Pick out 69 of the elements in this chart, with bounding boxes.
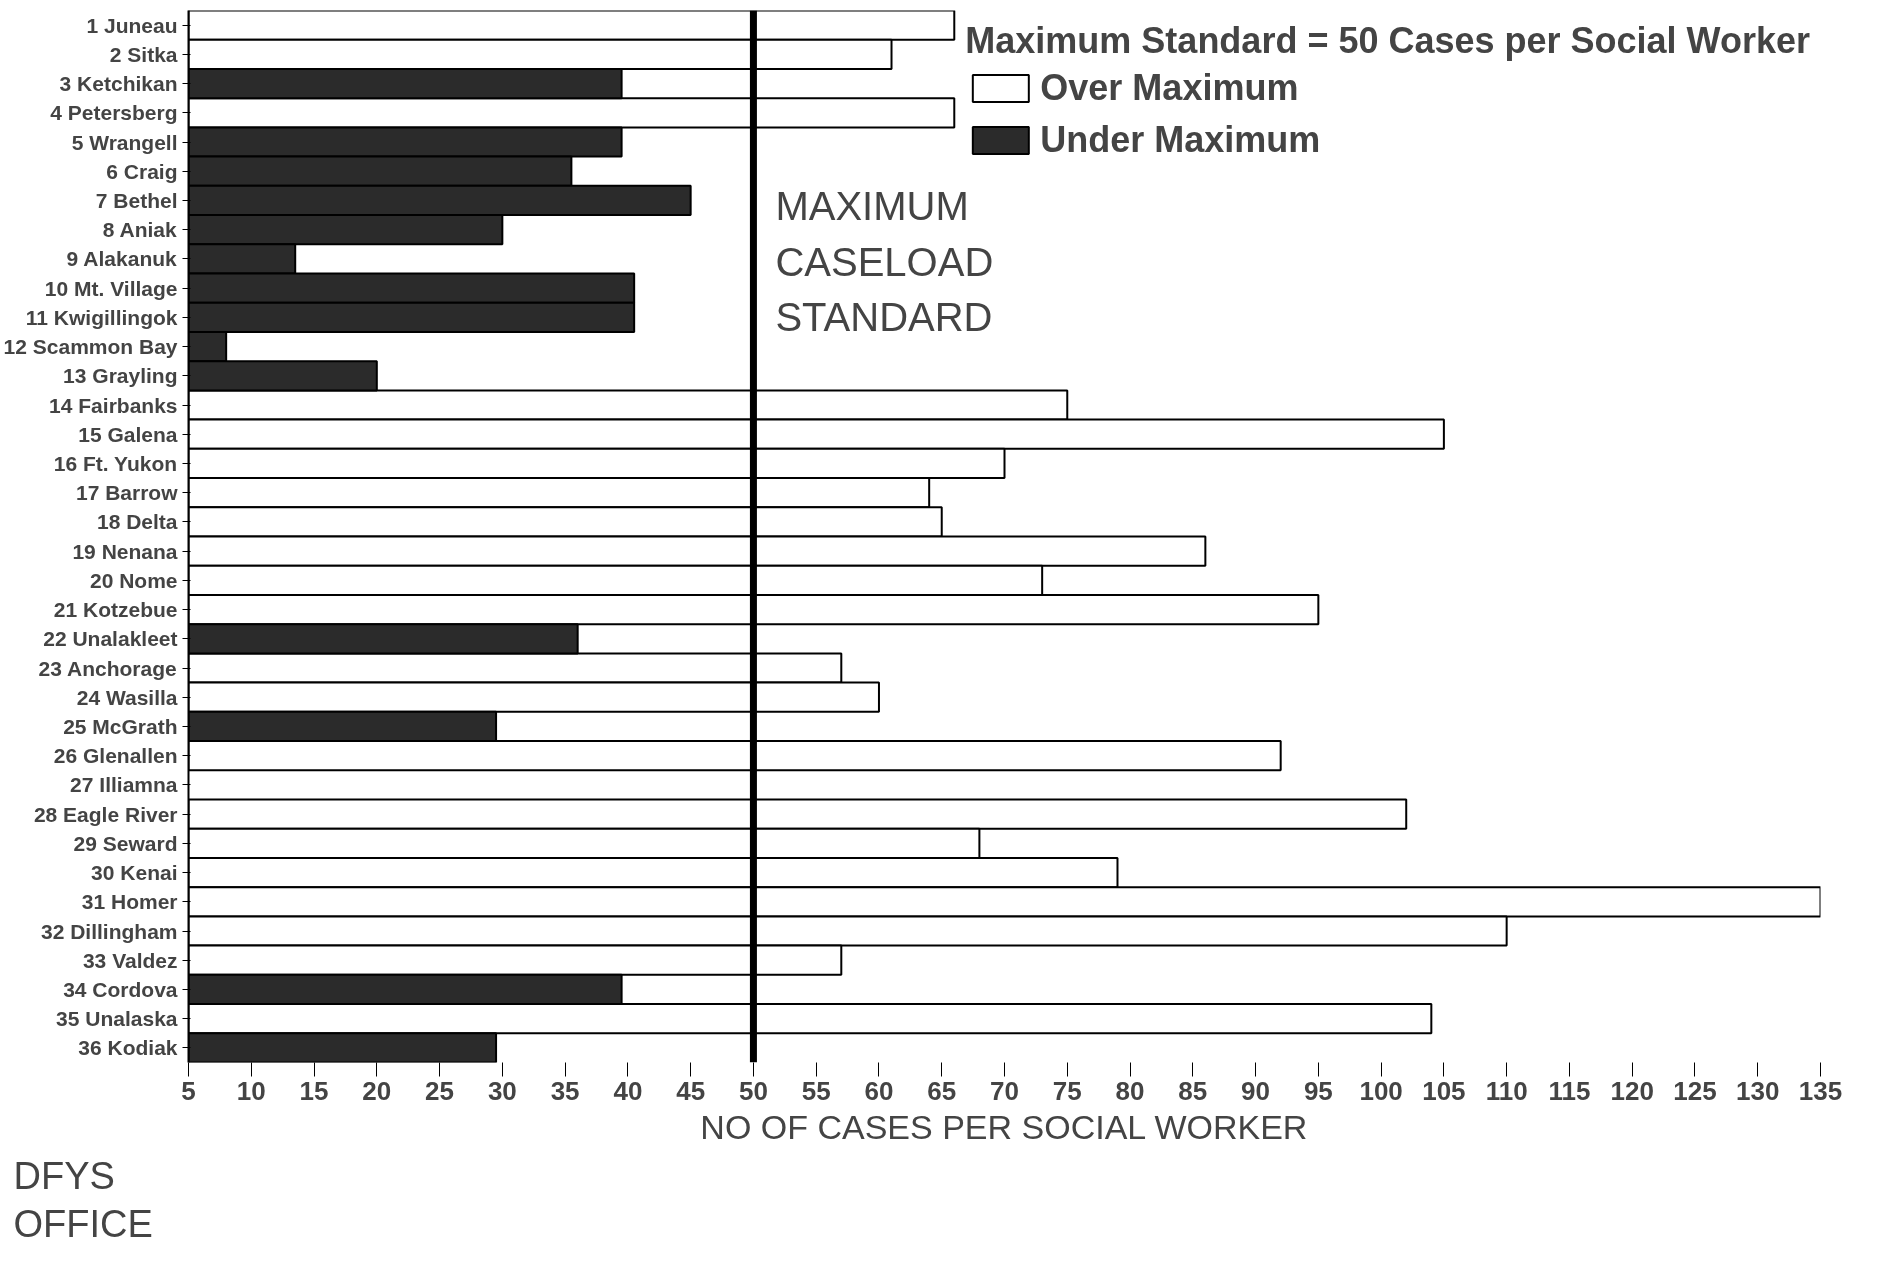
y-tick-label: 11 Kwigillingok	[25, 305, 178, 329]
y-tick-label: 16 Ft. Yukon	[53, 451, 178, 475]
y-tick-label: 13 Grayling	[63, 364, 178, 388]
x-axis-title: NO OF CASES PER SOCIAL WORKER	[700, 1107, 1308, 1146]
x-tick-label: 20	[362, 1075, 392, 1106]
x-tick-label: 100	[1359, 1075, 1403, 1106]
y-tick-label: 10 Mt. Village	[44, 276, 178, 300]
y-tick-label: 3 Ketchikan	[59, 72, 178, 96]
y-tick-label: 24 Wasilla	[76, 685, 178, 709]
x-tick-label: 85	[1178, 1075, 1208, 1106]
y-tick-label: 17 Barrow	[75, 481, 179, 505]
x-tick-label: 65	[927, 1075, 957, 1106]
y-tick-label: 23 Anchorage	[38, 656, 177, 680]
y-tick-label: 12 Scammon Bay	[3, 335, 178, 359]
x-tick-label: 75	[1052, 1075, 1082, 1106]
y-axis-title: DFYS OFFICE	[13, 1155, 153, 1246]
y-tick-label: 36 Kodiak	[78, 1036, 178, 1060]
x-tick-label: 105	[1422, 1075, 1466, 1106]
y-tick-label: 8 Aniak	[102, 218, 178, 242]
legend-label: Over Maximum	[1040, 67, 1299, 109]
y-tick-label: 15 Galena	[78, 422, 178, 446]
x-tick-label: 35	[550, 1075, 580, 1106]
y-tick-label: 22 Unalakleet	[43, 627, 178, 651]
x-tick-label: 70	[990, 1075, 1019, 1106]
y-tick-label: 7 Bethel	[95, 188, 178, 212]
y-tick-label: 31 Homer	[81, 890, 178, 914]
x-tick-label: 125	[1673, 1075, 1717, 1106]
y-tick-label: 30 Kenai	[91, 861, 178, 885]
y-tick-label: 18 Delta	[96, 510, 178, 534]
y-tick-label: 26 Glenallen	[53, 744, 178, 768]
y-tick-label: 14 Fairbanks	[49, 393, 178, 417]
y-tick-label: 34 Cordova	[63, 977, 178, 1001]
x-tick-label: 120	[1610, 1075, 1654, 1106]
x-tick-label: 40	[613, 1075, 643, 1106]
y-tick-label: 28 Eagle River	[33, 802, 178, 826]
y-tick-label: 20 Nome	[89, 568, 178, 592]
x-tick-label: 80	[1115, 1075, 1145, 1106]
x-tick-label: 130	[1736, 1075, 1780, 1106]
x-tick-label: 60	[864, 1075, 894, 1106]
y-tick-label: 9 Alakanuk	[66, 247, 178, 271]
x-tick-label: 10	[236, 1075, 266, 1106]
x-tick-label: 110	[1485, 1075, 1528, 1106]
y-tick-label: 29 Seward	[73, 831, 178, 855]
x-tick-label: 135	[1798, 1075, 1843, 1106]
x-tick-label: 30	[487, 1075, 517, 1106]
x-tick-label: 50	[738, 1075, 768, 1106]
x-tick-label: 5	[181, 1075, 196, 1106]
y-tick-label: 4 Petersberg	[50, 101, 178, 125]
x-tick-label: 115	[1548, 1075, 1591, 1106]
legend-label: Under Maximum	[1040, 119, 1321, 161]
y-tick-label: 2 Sitka	[109, 42, 178, 66]
x-tick-label: 55	[801, 1075, 831, 1106]
x-tick-label: 25	[425, 1075, 455, 1106]
x-tick-label: 90	[1241, 1075, 1271, 1106]
y-tick-label: 19 Nenana	[72, 539, 178, 563]
y-tick-label: 21 Kotzebue	[53, 598, 178, 622]
x-tick-label: 15	[299, 1075, 329, 1106]
legend-title: Maximum Standard = 50 Cases per Social Worker	[965, 20, 1810, 62]
y-tick-label: 1 Juneau	[86, 13, 178, 37]
x-tick-label: 95	[1303, 1075, 1333, 1106]
y-tick-label: 6 Craig	[106, 159, 178, 183]
y-tick-label: 27 Illiamna	[70, 773, 178, 797]
ref-line-label: MAXIMUM CASELOAD STANDARD	[775, 184, 994, 340]
y-tick-label: 5 Wrangell	[71, 130, 178, 154]
y-tick-label: 32 Dillingham	[40, 919, 178, 943]
x-tick-label: 45	[676, 1075, 706, 1106]
y-tick-label: 33 Valdez	[82, 948, 178, 972]
y-tick-label: 35 Unalaska	[56, 1007, 178, 1031]
y-tick-label: 25 McGrath	[63, 714, 178, 738]
